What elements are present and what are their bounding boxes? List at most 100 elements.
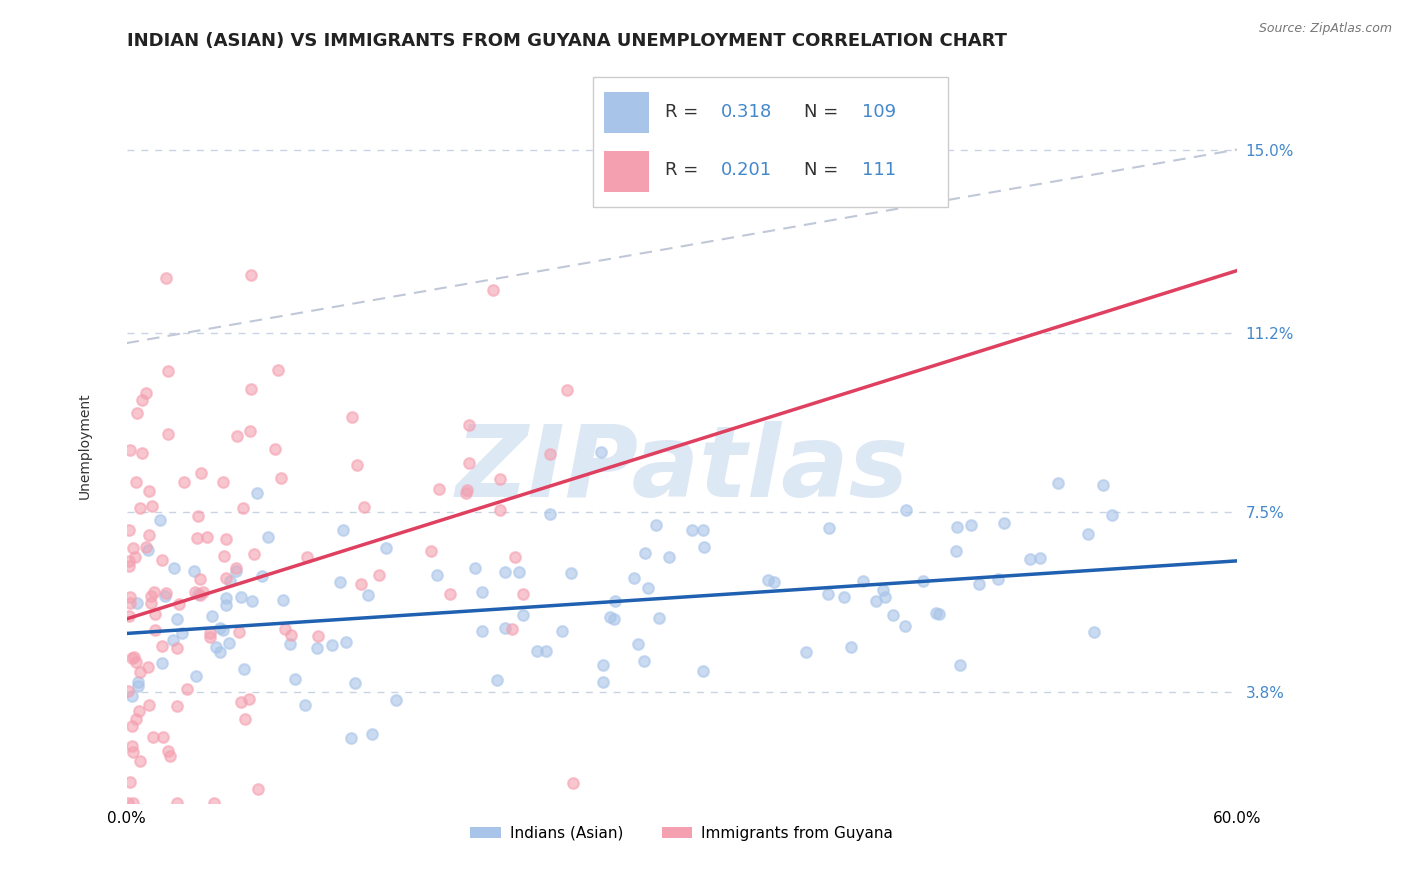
Point xyxy=(949,657,972,672)
Point xyxy=(125,712,148,726)
Point xyxy=(512,587,534,601)
Point xyxy=(195,530,218,544)
Point xyxy=(156,426,179,441)
Point xyxy=(270,471,292,485)
Point xyxy=(225,428,247,442)
Point xyxy=(239,268,262,282)
Point xyxy=(187,509,209,524)
Point xyxy=(121,745,143,759)
Point xyxy=(198,631,221,645)
Point xyxy=(538,507,561,521)
Point xyxy=(128,754,150,768)
Point xyxy=(121,739,143,753)
Point xyxy=(155,589,177,603)
Point xyxy=(658,549,681,564)
Point xyxy=(127,679,149,693)
Point xyxy=(928,607,950,621)
Point xyxy=(945,520,967,534)
Point xyxy=(122,650,145,665)
Point xyxy=(603,594,626,608)
Point xyxy=(551,624,574,639)
Point xyxy=(159,749,181,764)
Point xyxy=(166,796,188,810)
Text: R =: R = xyxy=(665,161,704,178)
Point xyxy=(252,568,274,582)
Point xyxy=(225,561,247,575)
Point xyxy=(832,591,855,605)
Point xyxy=(756,573,779,587)
Point xyxy=(503,549,526,564)
Point xyxy=(218,574,240,588)
Point xyxy=(489,472,512,486)
Point xyxy=(190,466,212,480)
Point xyxy=(592,674,614,689)
Point xyxy=(278,638,301,652)
Point xyxy=(873,591,896,605)
Point xyxy=(1018,552,1040,566)
FancyBboxPatch shape xyxy=(605,92,648,133)
Point xyxy=(591,445,613,459)
Point xyxy=(225,565,247,579)
Point xyxy=(439,587,461,601)
Point xyxy=(118,608,141,623)
Point xyxy=(211,623,233,637)
Point xyxy=(419,544,441,558)
Point xyxy=(817,587,839,601)
Point xyxy=(692,664,714,678)
Point xyxy=(215,532,238,546)
Point xyxy=(458,456,481,470)
Point xyxy=(228,625,250,640)
Point xyxy=(464,561,486,575)
Point xyxy=(294,698,316,713)
Point xyxy=(242,593,264,607)
Point xyxy=(257,530,280,544)
Point xyxy=(560,566,582,580)
Point xyxy=(121,719,143,733)
Point xyxy=(329,574,352,589)
Point xyxy=(188,572,211,586)
Text: Unemployment: Unemployment xyxy=(77,392,91,500)
Point xyxy=(239,425,262,439)
Text: N =: N = xyxy=(804,161,844,178)
Point xyxy=(1077,527,1099,541)
Point xyxy=(307,629,329,643)
Point xyxy=(427,482,450,496)
Point xyxy=(361,727,384,741)
Point xyxy=(117,796,139,810)
Point xyxy=(818,520,841,534)
Point xyxy=(912,574,935,589)
Point xyxy=(131,446,153,460)
Point xyxy=(229,696,252,710)
Point xyxy=(1029,550,1052,565)
Point xyxy=(945,544,967,558)
Point xyxy=(508,565,530,579)
Point xyxy=(136,543,159,558)
Point xyxy=(471,584,494,599)
Point xyxy=(353,500,375,515)
Point xyxy=(211,475,233,489)
Point xyxy=(166,641,188,656)
Point xyxy=(344,676,367,690)
Point xyxy=(166,698,188,713)
Point xyxy=(145,624,167,638)
Point xyxy=(1047,476,1070,491)
Point xyxy=(368,568,391,582)
Point xyxy=(141,596,163,610)
Point xyxy=(118,554,141,568)
Point xyxy=(865,594,887,608)
Point xyxy=(494,621,516,635)
Point xyxy=(534,644,557,658)
Text: 0.201: 0.201 xyxy=(721,161,772,178)
Point xyxy=(138,698,160,712)
Point xyxy=(143,607,166,621)
Point xyxy=(118,524,141,538)
Point xyxy=(852,574,875,589)
Point xyxy=(138,484,160,499)
Point xyxy=(166,612,188,626)
Point xyxy=(135,540,157,554)
Point xyxy=(471,624,494,638)
Point xyxy=(592,658,614,673)
Point xyxy=(335,635,357,649)
Point xyxy=(208,621,231,635)
Text: 109: 109 xyxy=(862,103,896,121)
